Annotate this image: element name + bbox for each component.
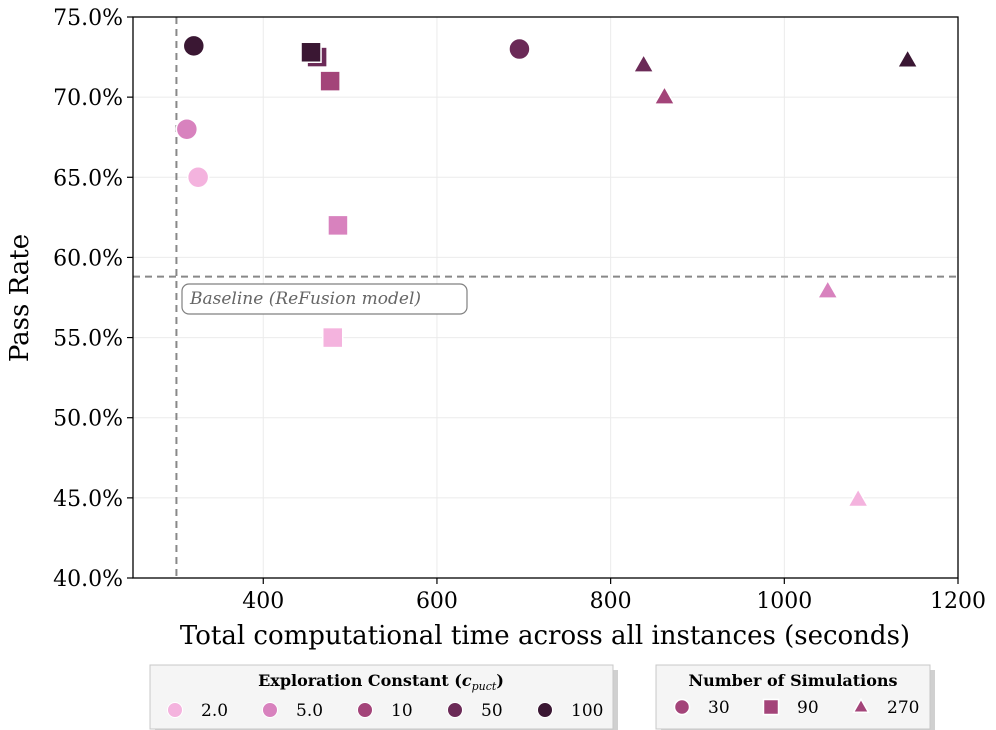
y-tick-label: 60.0% bbox=[53, 246, 123, 271]
legend-label-c100: 100 bbox=[571, 701, 603, 721]
y-tick-label: 65.0% bbox=[53, 166, 123, 191]
y-tick-label: 70.0% bbox=[53, 86, 123, 111]
y-tick-label: 55.0% bbox=[53, 327, 123, 352]
legend-marker-sims30 bbox=[673, 698, 691, 716]
plot-frame bbox=[132, 16, 959, 579]
point-c5.0-sims30 bbox=[175, 117, 199, 141]
legend-label-sims270: 270 bbox=[887, 698, 919, 718]
legend-marker-sims90 bbox=[762, 698, 780, 716]
y-axis-label: Pass Rate bbox=[5, 234, 35, 362]
point-c2.0-sims270 bbox=[846, 487, 870, 508]
baseline-label: Baseline (ReFusion model) bbox=[189, 289, 421, 309]
baseline-lines bbox=[133, 17, 958, 578]
y-tick-label: 40.0% bbox=[53, 567, 123, 592]
legend-marker-c2.0 bbox=[167, 702, 183, 718]
legend-label-c2.0: 2.0 bbox=[201, 701, 228, 721]
point-c5.0-sims90 bbox=[327, 214, 349, 237]
exploration-constant-legend: Exploration Constant (cpuct) 2.0 5.0 10 50 1… bbox=[149, 664, 618, 730]
legend-marker-sims270 bbox=[852, 697, 870, 713]
x-tick-label: 1200 bbox=[930, 589, 986, 614]
x-tick-label: 600 bbox=[416, 589, 458, 614]
legend-marker-c10 bbox=[357, 702, 373, 718]
legend-label-c10: 10 bbox=[391, 701, 413, 721]
legend-label-sims30: 30 bbox=[708, 698, 730, 718]
baseline-label-box bbox=[181, 283, 468, 315]
legend-title: Number of Simulations bbox=[688, 671, 897, 690]
legend-marker-c5.0 bbox=[262, 702, 278, 718]
point-c2.0-sims30 bbox=[186, 166, 210, 189]
x-axis-ticks: 400 600 800 1000 1200 bbox=[242, 578, 986, 614]
legend-box bbox=[149, 664, 614, 730]
legend-label-sims90: 90 bbox=[797, 698, 819, 718]
legend-title: Exploration Constant (cpuct) bbox=[258, 671, 504, 693]
point-c50-sims30 bbox=[508, 37, 531, 61]
legend-label-c5.0: 5.0 bbox=[296, 701, 323, 721]
point-c10-sims270 bbox=[653, 85, 676, 105]
x-tick-label: 1000 bbox=[756, 589, 812, 614]
x-tick-label: 800 bbox=[590, 589, 632, 614]
point-c100-sims270 bbox=[896, 48, 919, 69]
legend-marker-c50 bbox=[447, 702, 463, 718]
point-c10-sims90 bbox=[319, 70, 341, 92]
number-of-simulations-legend: Number of Simulations 30 90 270 bbox=[655, 664, 935, 730]
point-c5.0-sims270 bbox=[816, 279, 840, 299]
legend-box bbox=[655, 664, 931, 730]
point-c100-sims90 bbox=[300, 41, 322, 64]
data-points bbox=[175, 34, 919, 508]
y-tick-label: 50.0% bbox=[53, 407, 123, 432]
x-tick-label: 400 bbox=[242, 589, 284, 614]
legend-label-c50: 50 bbox=[481, 701, 503, 721]
y-tick-label: 75.0% bbox=[53, 6, 123, 31]
y-tick-label: 45.0% bbox=[53, 487, 123, 512]
point-c2.0-sims90 bbox=[321, 326, 344, 349]
point-c100-sims30 bbox=[182, 34, 206, 58]
legend-marker-c100 bbox=[537, 702, 553, 718]
x-axis-label: Total computational time across all inst… bbox=[180, 621, 910, 651]
y-axis-ticks: 40.0% 45.0% 50.0% 55.0% 60.0% 65.0% 70.0% 75.0% bbox=[53, 6, 133, 592]
point-c50-sims270 bbox=[632, 53, 655, 73]
